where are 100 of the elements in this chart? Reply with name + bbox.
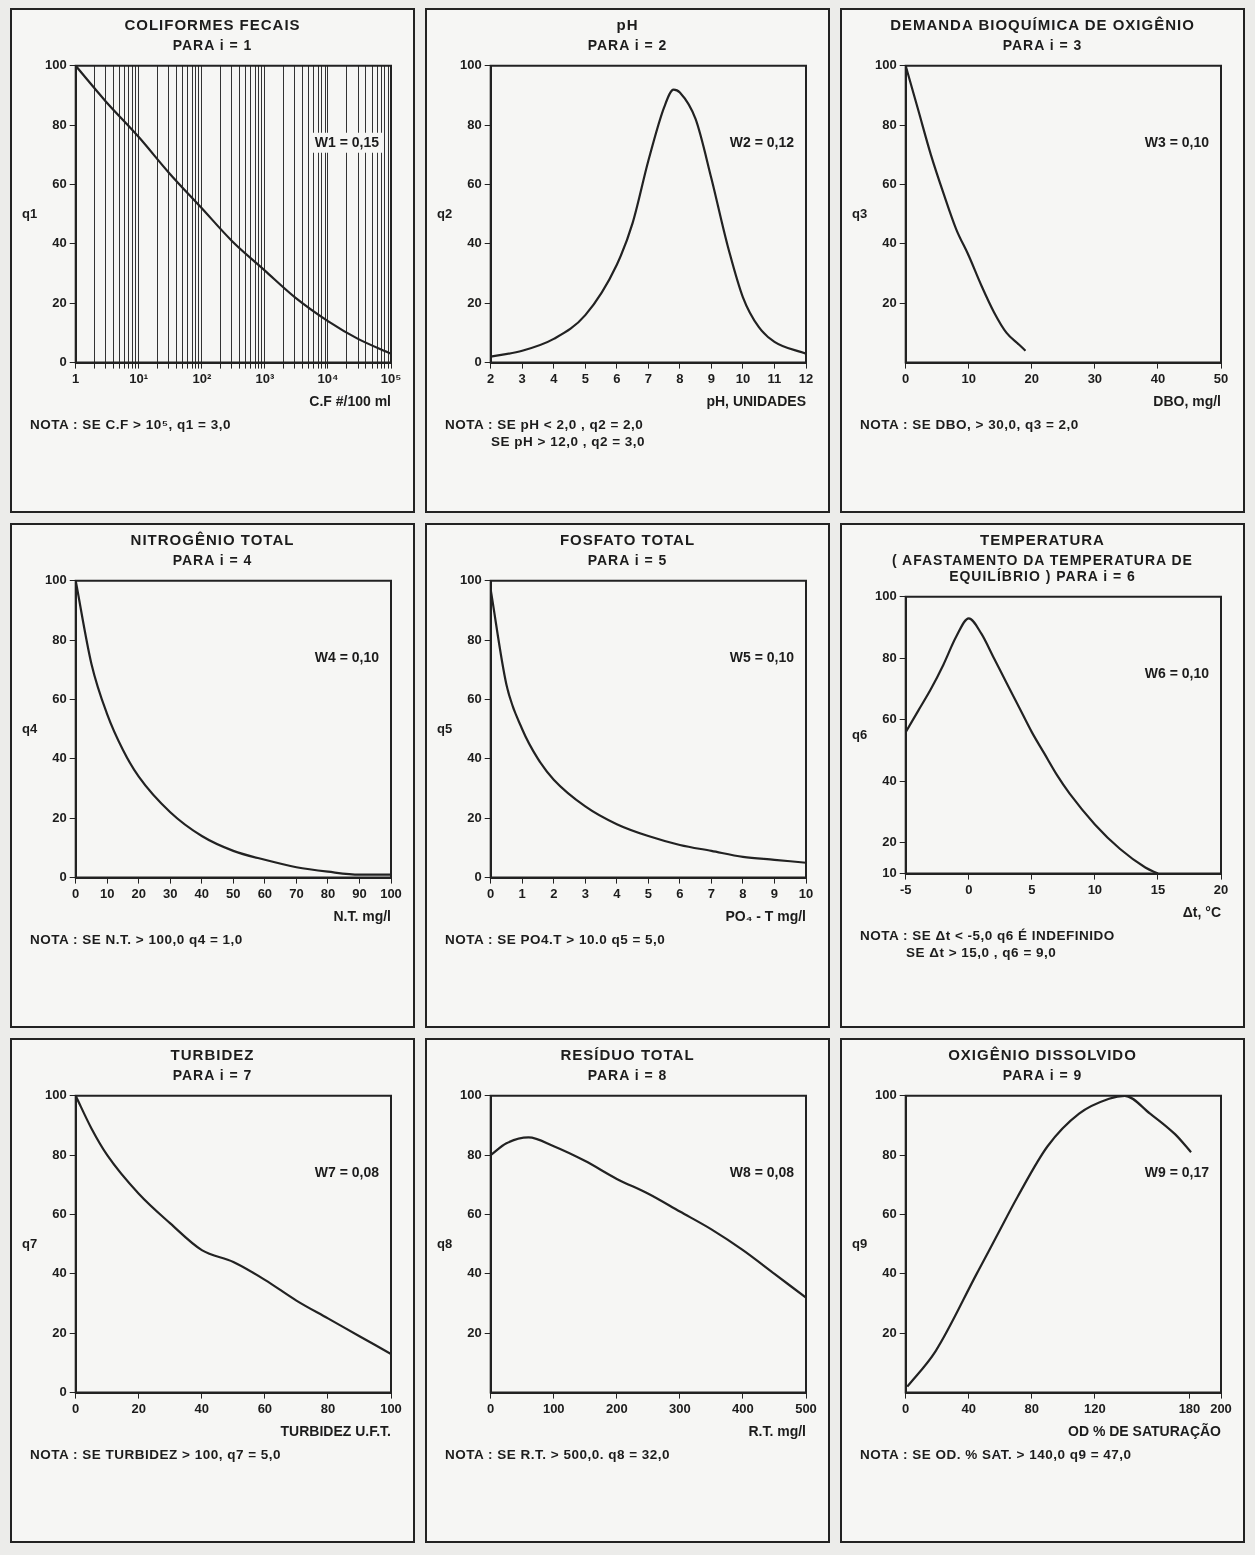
x-tick-label: 200 [1210, 1400, 1232, 1416]
x-axis-title: OD % DE SATURAÇÃO [1068, 1422, 1222, 1440]
x-tick-label: 4 [613, 885, 622, 901]
y-tick-label: 20 [882, 834, 897, 850]
chart-title: NITROGÊNIO TOTAL [130, 531, 295, 548]
x-tick-label: 1 [72, 370, 80, 386]
text: SE pH > 12,0 , q2 = 3,0 [491, 434, 646, 449]
x-tick-label: 60 [257, 1400, 273, 1416]
y-tick-label: 100 [44, 57, 67, 73]
y-tick-label: 40 [52, 235, 67, 251]
y-tick-label: 20 [467, 809, 482, 825]
x-tick-label: 10³ [255, 370, 275, 386]
x-axis-title: TURBIDEZ U.F.T. [280, 1423, 391, 1440]
x-tick-label: 0 [902, 370, 910, 386]
x-tick-label: -5 [899, 881, 912, 897]
x-tick-label: 50 [226, 885, 241, 901]
x-axis-title: N.T. mg/l [333, 908, 391, 925]
text: NOTA : SE OD. % SAT. > 140,0 q9 = 47,0 [860, 1447, 1132, 1462]
x-tick-label: 10 [99, 885, 115, 901]
y-tick-label: 20 [52, 294, 67, 310]
text: SE Δt > 15,0 , q6 = 9,0 [906, 945, 1058, 960]
y-tick-label: 60 [52, 691, 67, 707]
x-tick-label: 1 [518, 885, 526, 901]
x-tick-label: 40 [194, 885, 210, 901]
x-tick-label: 5 [644, 885, 652, 901]
y-tick-label: 100 [44, 572, 67, 588]
text: NOTA : SE N.T. > 100,0 q4 = 1,0 [30, 932, 243, 947]
x-tick-label: 90 [352, 885, 367, 901]
x-tick-label: 0 [965, 881, 973, 897]
annotation: W1 = 0,15 [314, 133, 380, 150]
y-tick-label: 80 [467, 116, 482, 132]
x-tick-label: 70 [289, 885, 304, 901]
x-tick-label: 0 [487, 1400, 495, 1416]
x-tick-label: 4 [550, 370, 559, 386]
y-tick-label: 60 [467, 691, 482, 707]
text: NOTA : SE C.F > 10⁵, q1 = 3,0 [30, 417, 231, 432]
y-tick-label: 100 [459, 572, 482, 588]
x-tick-label: 7 [707, 885, 716, 901]
x-axis-title: R.T. mg/l [748, 1423, 806, 1440]
x-tick-label: 80 [320, 1400, 336, 1416]
x-tick-label: 40 [194, 1400, 210, 1416]
chart-subtitle: PARA i = 2 [587, 37, 668, 53]
x-tick-label: 8 [676, 370, 684, 386]
text: NOTA : SE R.T. > 500,0. q8 = 32,0 [445, 1447, 671, 1462]
y-tick-label: 40 [467, 1265, 482, 1281]
annotation: W9 = 0,17 [1144, 1163, 1210, 1180]
y-axis-title: q8 [437, 1235, 453, 1251]
y-tick-label: 0 [59, 354, 67, 370]
x-tick-label: 7 [644, 370, 652, 386]
y-tick-label: 40 [52, 1265, 67, 1281]
x-tick-label: 15 [1150, 881, 1166, 897]
y-axis-title: q4 [22, 720, 38, 736]
x-tick-label: 200 [605, 1400, 628, 1416]
x-tick-label: 0 [72, 1400, 80, 1416]
y-tick-label: 60 [52, 176, 67, 192]
x-axis-title: Δt, °C [1182, 904, 1221, 921]
x-tick-label: 2 [550, 885, 558, 901]
x-tick-label: 10⁵ [380, 370, 402, 386]
x-tick-label: 80 [1024, 1400, 1040, 1416]
y-tick-label: 80 [467, 631, 482, 647]
annotation: W4 = 0,10 [314, 648, 380, 665]
x-tick-label: 10 [798, 885, 814, 901]
y-axis-title: q1 [22, 205, 38, 221]
y-tick-label: 40 [882, 772, 897, 788]
x-axis-title: DBO, mg/l [1153, 393, 1221, 410]
y-tick-label: 40 [882, 1265, 897, 1281]
y-tick-label: 100 [459, 1087, 482, 1103]
x-tick-label: 40 [1150, 370, 1166, 386]
y-axis-title: q5 [437, 720, 453, 736]
chart-subtitle: ( AFASTAMENTO DA TEMPERATURA DE EQUILÍBRIO ) PARA i = 6 [891, 552, 1194, 584]
chart-title: FOSFATO TOTAL [559, 531, 696, 548]
x-tick-label: 180 [1178, 1400, 1201, 1416]
text: NOTA : SE Δt < -5,0 q6 É INDEFINIDO [860, 928, 1115, 943]
y-tick-label: 20 [52, 809, 67, 825]
y-tick-label: 100 [44, 1087, 67, 1103]
y-tick-label: 40 [467, 750, 482, 766]
y-axis-title: q6 [852, 726, 868, 742]
x-tick-label: 300 [669, 1400, 691, 1416]
x-axis-title: C.F #/100 ml [309, 393, 391, 410]
y-tick-label: 60 [882, 711, 897, 727]
y-tick-label: 0 [59, 1384, 67, 1400]
chart-title: DEMANDA BIOQUÍMICA DE OXIGÊNIO [890, 16, 1195, 33]
x-tick-label: 100 [380, 885, 402, 901]
x-tick-label: 2 [487, 370, 495, 386]
chart-subtitle: PARA i = 7 [172, 1067, 253, 1083]
x-tick-label: 20 [131, 885, 146, 901]
x-tick-label: 20 [131, 1400, 146, 1416]
chart-title: RESÍDUO TOTAL [560, 1046, 695, 1063]
y-tick-label: 40 [52, 750, 67, 766]
chart-title: TURBIDEZ [170, 1046, 255, 1063]
x-tick-label: 0 [902, 1400, 910, 1416]
chart-subtitle: PARA i = 3 [1002, 37, 1083, 53]
y-tick-label: 20 [52, 1324, 67, 1340]
x-tick-label: 80 [320, 885, 336, 901]
chart-subtitle: PARA i = 4 [172, 552, 253, 568]
y-tick-label: 80 [882, 116, 897, 132]
y-tick-label: 60 [882, 1206, 897, 1222]
x-tick-label: 120 [1084, 1400, 1106, 1416]
y-tick-label: 60 [52, 1206, 67, 1222]
annotation: W6 = 0,10 [1144, 664, 1210, 681]
